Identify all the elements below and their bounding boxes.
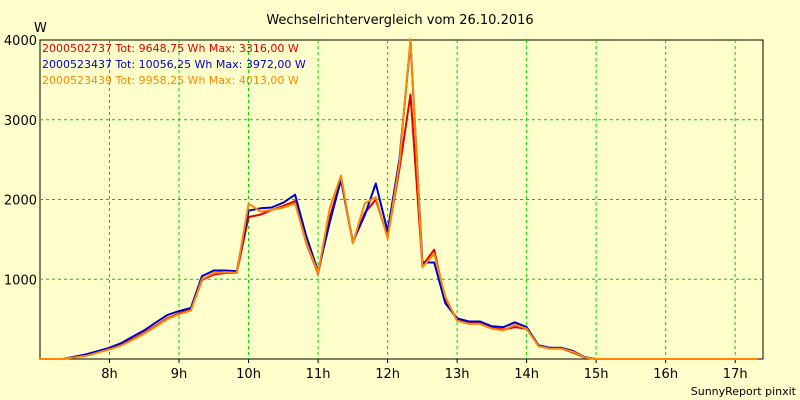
y-tick-label: 4000 (4, 34, 37, 49)
x-tick-label: 15h (584, 367, 609, 382)
x-tick-label: 14h (514, 367, 539, 382)
y-axis: 1000 2000 3000 4000 (4, 34, 37, 288)
legend-entry-2000523437: 2000523437 Tot: 10056,25 Wh Max: 3972,00… (42, 58, 306, 71)
y-tick-label: 2000 (4, 194, 37, 209)
legend-entry-2000502737: 2000502737 Tot: 9648,75 Wh Max: 3316,00 … (42, 42, 299, 55)
legend: 2000502737 Tot: 9648,75 Wh Max: 3316,00 … (42, 42, 306, 87)
x-tick-label: 9h (171, 367, 188, 382)
series-line-2000523439 (40, 38, 759, 360)
footer-credit: SunnyReport pinxit (691, 385, 797, 398)
x-axis: 8h 9h 10h 11h 12h 13h 14h 15h 16h 17h (101, 359, 748, 382)
x-tick-label: 10h (236, 367, 261, 382)
y-axis-unit-label: W (34, 21, 47, 36)
grid (40, 40, 763, 359)
y-tick-label: 3000 (4, 114, 37, 129)
series-lines (40, 38, 759, 360)
y-tick-label: 1000 (4, 273, 37, 288)
chart-title: Wechselrichtervergleich vom 26.10.2016 (266, 13, 533, 28)
x-tick-label: 11h (306, 367, 331, 382)
x-tick-label: 8h (101, 367, 118, 382)
x-tick-label: 12h (375, 367, 400, 382)
x-tick-label: 16h (653, 367, 678, 382)
x-tick-label: 13h (445, 367, 470, 382)
legend-entry-2000523439: 2000523439 Tot: 9958,25 Wh Max: 4013,00 … (42, 74, 299, 87)
x-tick-label: 17h (723, 367, 748, 382)
